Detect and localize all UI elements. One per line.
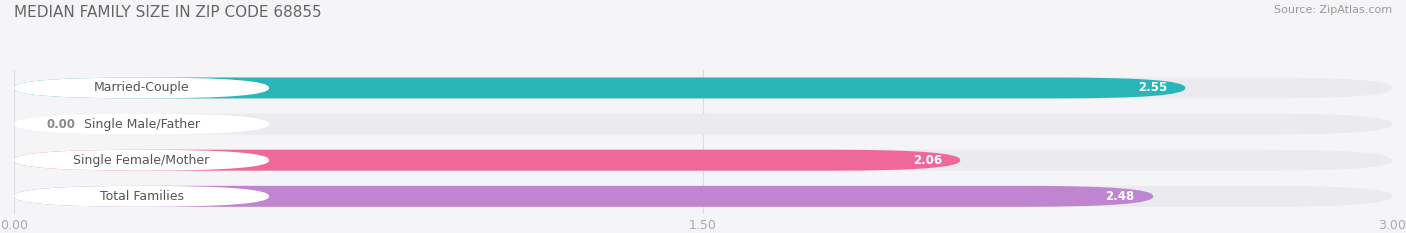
Text: Married-Couple: Married-Couple	[94, 82, 190, 94]
Text: 2.55: 2.55	[1137, 82, 1167, 94]
FancyBboxPatch shape	[14, 78, 1185, 98]
Text: 2.48: 2.48	[1105, 190, 1135, 203]
FancyBboxPatch shape	[14, 150, 1392, 171]
Text: 0.00: 0.00	[46, 118, 75, 130]
Text: 2.06: 2.06	[912, 154, 942, 167]
Text: Source: ZipAtlas.com: Source: ZipAtlas.com	[1274, 5, 1392, 15]
Text: Single Male/Father: Single Male/Father	[83, 118, 200, 130]
Text: Total Families: Total Families	[100, 190, 184, 203]
FancyBboxPatch shape	[14, 150, 960, 171]
FancyBboxPatch shape	[14, 78, 1392, 98]
FancyBboxPatch shape	[14, 114, 269, 134]
FancyBboxPatch shape	[14, 186, 1392, 207]
FancyBboxPatch shape	[14, 78, 269, 98]
FancyBboxPatch shape	[14, 150, 269, 171]
FancyBboxPatch shape	[14, 186, 269, 207]
FancyBboxPatch shape	[14, 186, 1153, 207]
Text: Single Female/Mother: Single Female/Mother	[73, 154, 209, 167]
Text: MEDIAN FAMILY SIZE IN ZIP CODE 68855: MEDIAN FAMILY SIZE IN ZIP CODE 68855	[14, 5, 322, 20]
FancyBboxPatch shape	[14, 114, 1392, 134]
